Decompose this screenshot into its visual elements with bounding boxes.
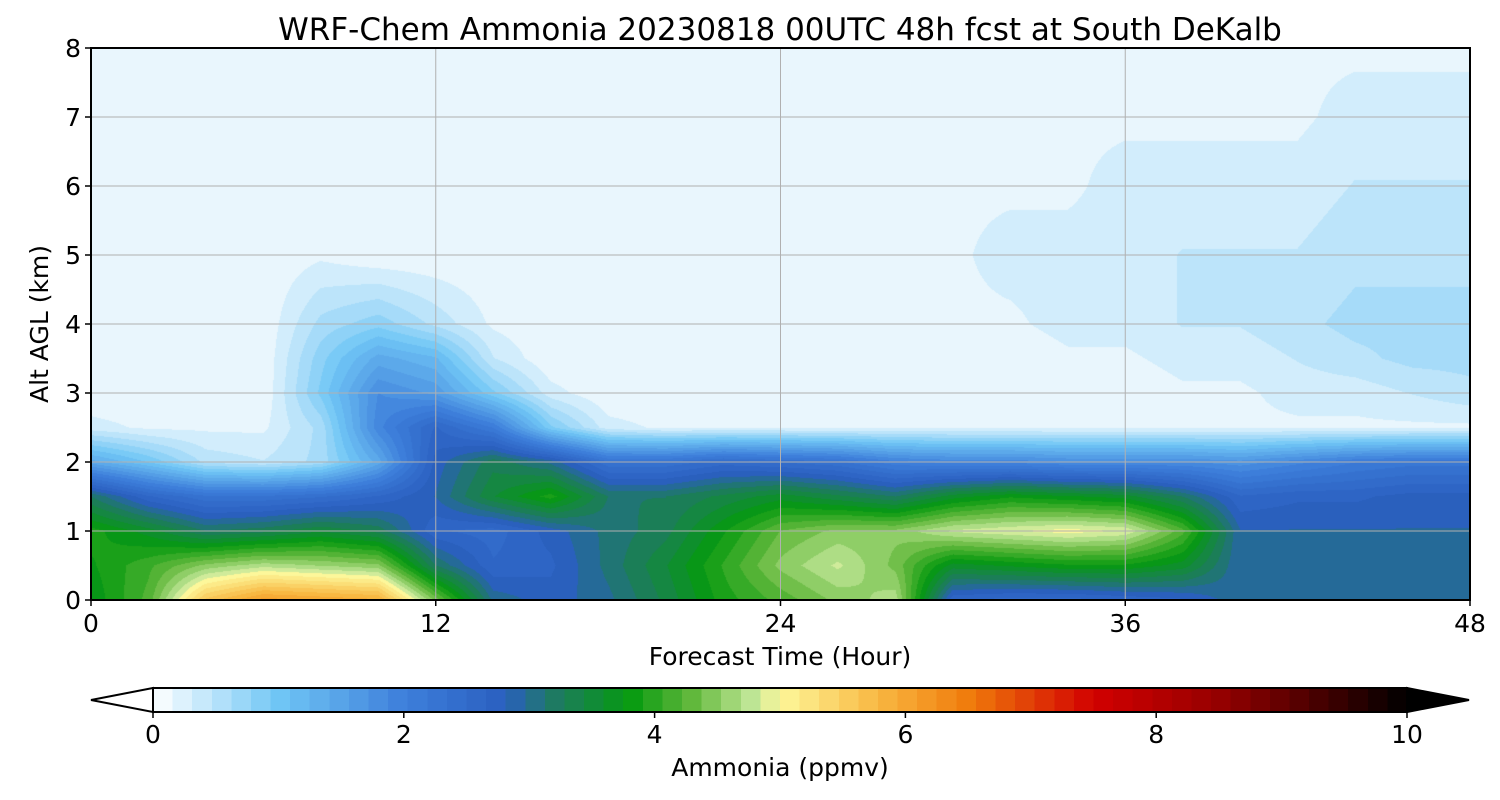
y-axis-label: Alt AGL (km)	[25, 245, 54, 403]
x-axis-ticks: 0 12 24 36 48	[83, 600, 1486, 638]
y-tick-label: 0	[65, 586, 81, 615]
y-tick-label: 3	[65, 379, 81, 408]
colorbar-gradient	[152, 687, 1408, 713]
x-tick-label: 12	[420, 609, 452, 638]
colorbar-tick-label: 10	[1391, 720, 1423, 749]
x-tick-label: 0	[83, 609, 99, 638]
colorbar-tick-label: 2	[396, 720, 412, 749]
y-axis-ticks: 0 1 2 3 4 5 6 7 8	[65, 34, 91, 615]
colorbar-tick-label: 6	[897, 720, 913, 749]
colorbar-tick-label: 0	[145, 720, 161, 749]
chart-title: WRF-Chem Ammonia 20230818 00UTC 48h fcst…	[278, 12, 1282, 48]
colorbar-label: Ammonia (ppmv)	[671, 753, 889, 782]
y-tick-label: 2	[65, 448, 81, 477]
colorbar-tick-label: 8	[1148, 720, 1164, 749]
colorbar-extend-high	[1406, 686, 1470, 714]
x-tick-label: 48	[1454, 609, 1486, 638]
colorbar-tick-label: 4	[647, 720, 663, 749]
y-tick-label: 4	[65, 310, 81, 339]
y-tick-label: 8	[65, 34, 81, 63]
y-tick-label: 1	[65, 517, 81, 546]
x-tick-label: 24	[765, 609, 797, 638]
x-axis-label: Forecast Time (Hour)	[649, 642, 912, 671]
colorbar: 0 2 4 6 8 10	[90, 686, 1470, 749]
x-tick-label: 36	[1109, 609, 1141, 638]
colorbar-ticks: 0 2 4 6 8 10	[145, 712, 1423, 749]
y-tick-label: 5	[65, 241, 81, 270]
colorbar-extend-low	[90, 686, 154, 714]
y-tick-label: 6	[65, 172, 81, 201]
y-tick-label: 7	[65, 103, 81, 132]
